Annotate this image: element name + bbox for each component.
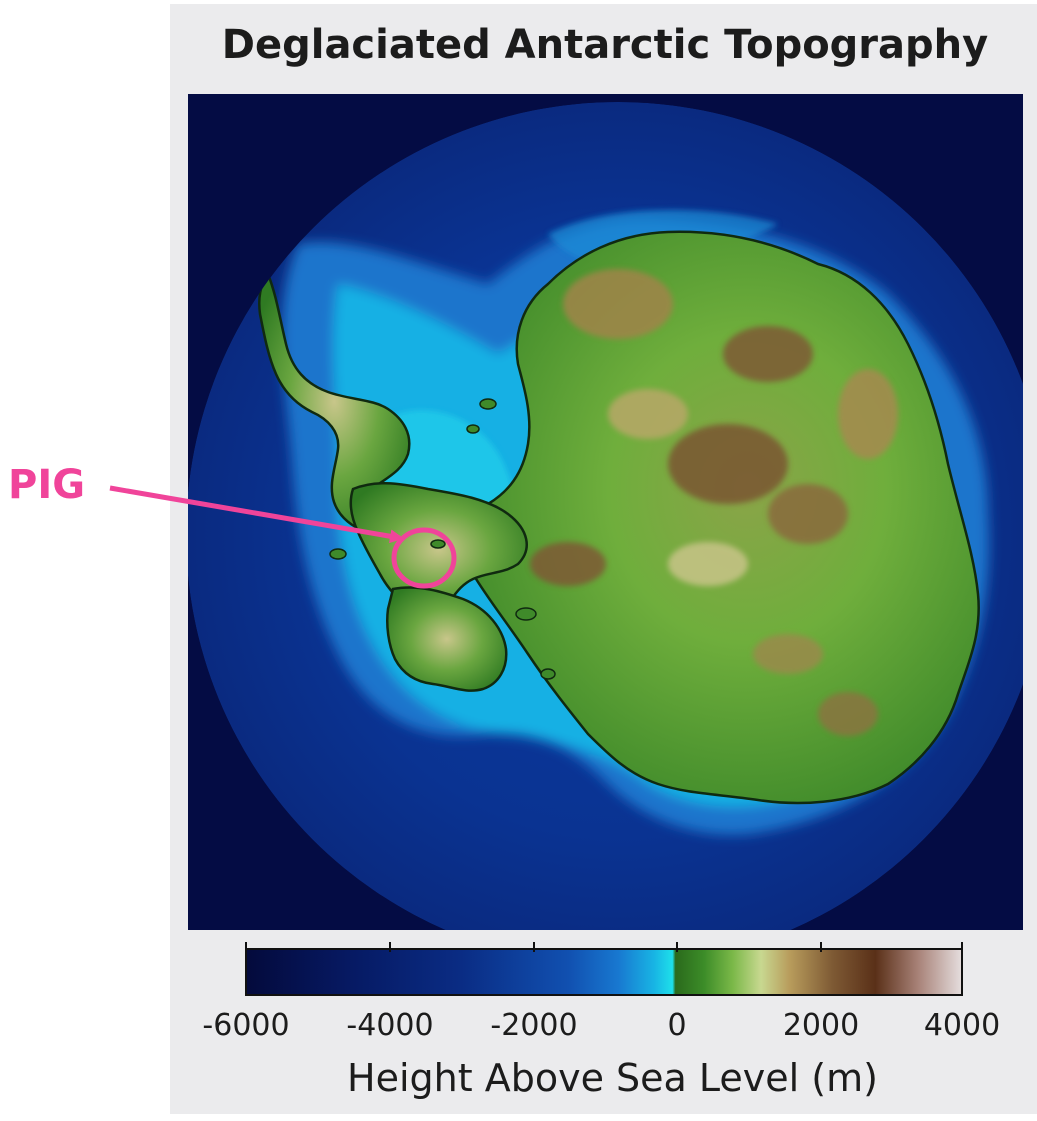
colorbar-tick-label: -4000 <box>346 1008 434 1043</box>
colorbar-tick <box>961 942 963 952</box>
topography-image <box>188 94 1023 930</box>
map-title: Deglaciated Antarctic Topography <box>221 22 989 68</box>
pig-label: PIG <box>8 462 86 508</box>
colorbar-tick-label: 0 <box>667 1008 687 1043</box>
colorbar <box>245 948 963 996</box>
colorbar-tick <box>676 942 678 952</box>
colorbar-tick <box>245 942 247 952</box>
colorbar-tick <box>820 942 822 952</box>
colorbar-label: Height Above Sea Level (m) <box>347 1056 878 1100</box>
colorbar-tick-label: -6000 <box>202 1008 290 1043</box>
antarctica-map <box>188 94 1023 930</box>
colorbar-tick <box>389 942 391 952</box>
marie-byrd-land <box>386 586 508 692</box>
colorbar-tick-label: -2000 <box>490 1008 578 1043</box>
colorbar-tick-label: 2000 <box>782 1008 860 1043</box>
colorbar-tick <box>533 942 535 952</box>
colorbar-tick-label: 4000 <box>923 1008 1001 1043</box>
